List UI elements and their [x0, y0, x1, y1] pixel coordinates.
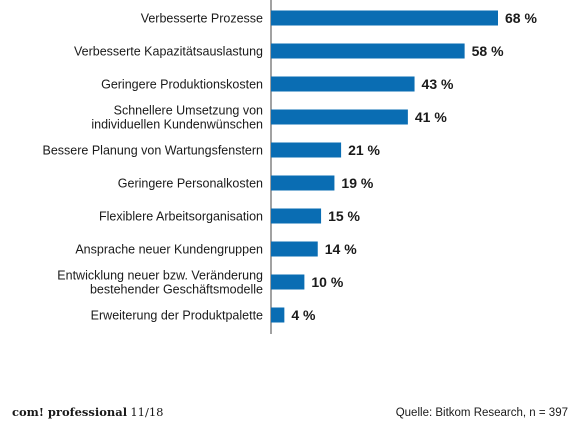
bar — [271, 241, 318, 257]
bar — [271, 10, 498, 26]
category-label-line: Verbesserte Kapazitätsauslastung — [74, 45, 263, 59]
bar — [271, 142, 342, 158]
bar-chart: 68 % Verbesserte Prozesse 58 % Verbesserte … — [43, 0, 537, 334]
category-label-line: Ansprache neuer Kundengruppen — [75, 243, 263, 257]
category-label: Schnellere Umsetzung von individuellen Ku… — [91, 104, 263, 132]
value-label: 41 % — [415, 109, 447, 125]
value-label: 4 % — [291, 307, 316, 323]
value-label: 14 % — [325, 241, 357, 257]
bar — [271, 208, 322, 224]
bar — [271, 43, 465, 59]
category-label: Geringere Produktionskosten — [101, 78, 263, 92]
category-label-line: Entwicklung neuer bzw. Veränderung — [57, 269, 263, 283]
value-label: 10 % — [311, 274, 343, 290]
category-label: Entwicklung neuer bzw. Veränderung besteh… — [57, 269, 263, 297]
value-label: 19 % — [341, 175, 373, 191]
category-label-line: Geringere Produktionskosten — [101, 78, 263, 92]
footer: com! professional 11/18 Quelle: Bitkom R… — [12, 405, 568, 419]
bar — [271, 109, 408, 125]
category-label-line: Bessere Planung von Wartungsfenstern — [43, 144, 264, 158]
category-label-line: Verbesserte Prozesse — [141, 12, 263, 26]
value-label: 15 % — [328, 208, 360, 224]
bar — [271, 175, 335, 191]
category-label-line: bestehender Geschäftsmodelle — [90, 283, 263, 297]
category-label: Verbesserte Kapazitätsauslastung — [74, 45, 263, 59]
category-label: Verbesserte Prozesse — [141, 12, 263, 26]
publication-credit: com! professional 11/18 — [12, 405, 163, 419]
publication-issue: 11/18 — [130, 405, 164, 419]
category-label: Geringere Personalkosten — [118, 177, 263, 191]
bar — [271, 76, 415, 92]
bar — [271, 274, 305, 290]
category-label-line: Erweiterung der Produktpalette — [91, 309, 263, 323]
value-label: 21 % — [348, 142, 380, 158]
category-label-line: Flexiblere Arbeitsorganisation — [99, 210, 263, 224]
category-label: Ansprache neuer Kundengruppen — [75, 243, 263, 257]
value-label: 68 % — [505, 10, 537, 26]
value-label: 43 % — [422, 76, 454, 92]
category-label: Flexiblere Arbeitsorganisation — [99, 210, 263, 224]
category-label-line: Geringere Personalkosten — [118, 177, 263, 191]
category-label: Bessere Planung von Wartungsfenstern — [43, 144, 264, 158]
category-label: Erweiterung der Produktpalette — [91, 309, 263, 323]
value-label: 58 % — [472, 43, 504, 59]
publication-brand: com! professional — [12, 405, 128, 419]
bar — [271, 307, 285, 323]
category-label-line: individuellen Kundenwünschen — [91, 118, 263, 132]
category-label-line: Schnellere Umsetzung von — [114, 104, 263, 118]
source-note: Quelle: Bitkom Research, n = 397 — [395, 407, 568, 419]
